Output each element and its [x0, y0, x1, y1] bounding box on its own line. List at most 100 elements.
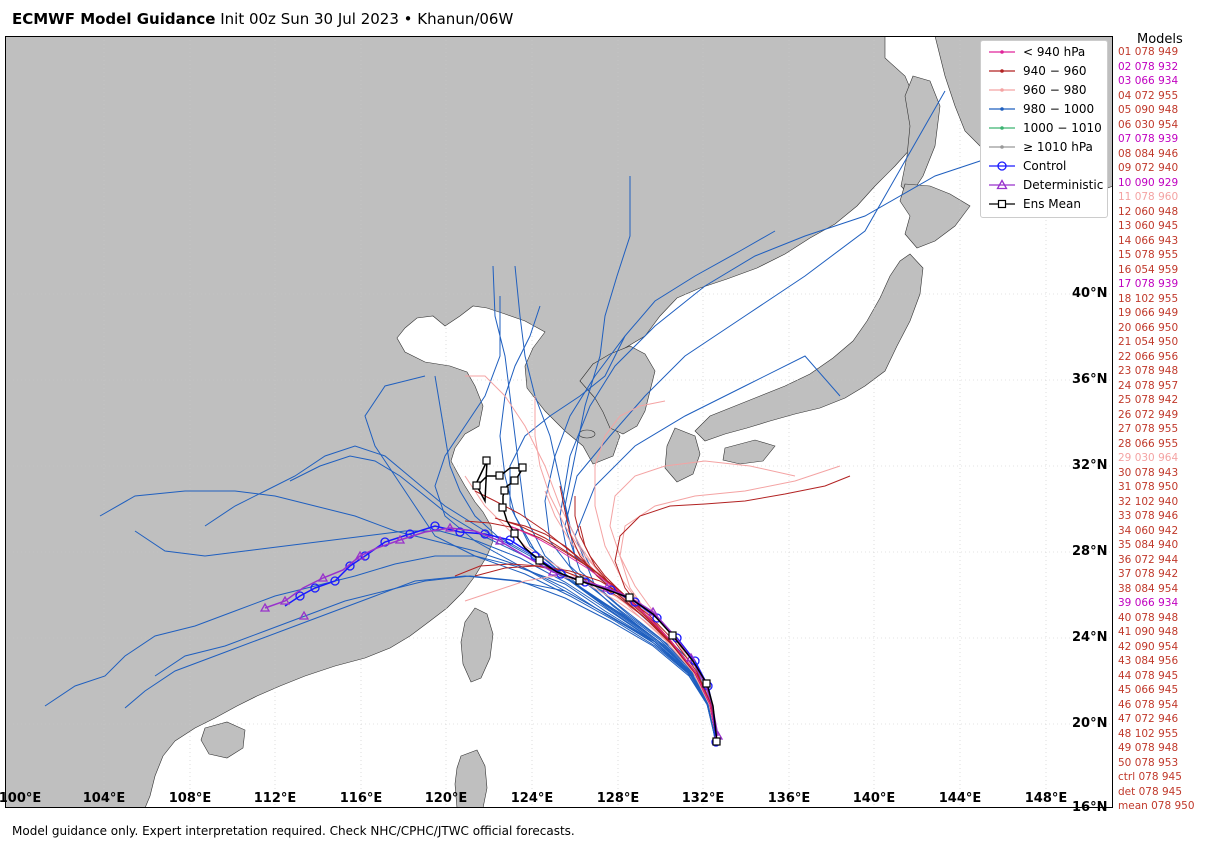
title-subtitle: Init 00z Sun 30 Jul 2023 • Khanun/06W — [220, 10, 514, 28]
land-hainan — [200, 721, 246, 759]
model-row: 03 066 934 — [1118, 75, 1179, 87]
model-row: 12 060 948 — [1118, 205, 1179, 218]
legend-swatch-1000-1010 — [989, 126, 1015, 130]
legend-swatch-deterministic — [989, 179, 1015, 190]
legend-label: < 940 hPa — [1023, 45, 1086, 59]
model-row: 37 078 942 — [1118, 568, 1179, 580]
land-honshu — [694, 253, 924, 442]
model-row: 06 030 954 — [1118, 118, 1179, 131]
legend-label: ≥ 1010 hPa — [1023, 140, 1093, 154]
lat-label: 20°N — [1072, 716, 1108, 731]
model-row: 04 072 955 — [1118, 89, 1179, 102]
model-row: 42 090 954 — [1118, 640, 1179, 653]
map-panel[interactable] — [5, 36, 1113, 808]
legend-swatch-lt940 — [989, 50, 1015, 54]
model-row: 10 090 929 — [1118, 176, 1179, 189]
model-row: 31 078 950 — [1118, 481, 1179, 493]
track-member — [134, 530, 717, 743]
lat-label: 32°N — [1072, 458, 1108, 473]
lon-label: 104°E — [82, 791, 126, 806]
title-bold: ECMWF Model Guidance — [12, 10, 216, 28]
ensemble-tracks — [44, 90, 1026, 745]
lon-label: 148°E — [1024, 791, 1068, 806]
lon-label: 132°E — [681, 791, 725, 806]
legend-item: 980 − 1000 — [989, 100, 1094, 118]
lat-label: 36°N — [1072, 372, 1108, 387]
land-kyushu — [664, 427, 701, 483]
model-row: 19 066 949 — [1118, 307, 1179, 319]
legend-item: 960 − 980 — [989, 81, 1087, 99]
model-row: 41 090 948 — [1118, 626, 1179, 638]
lon-label: 100°E — [0, 791, 42, 806]
model-row: 45 066 945 — [1118, 684, 1179, 696]
model-row: 14 066 943 — [1118, 234, 1179, 247]
model-row: ctrl 078 945 — [1118, 771, 1182, 783]
model-row: 22 066 956 — [1118, 350, 1179, 363]
model-row: 02 078 932 — [1118, 60, 1179, 73]
model-row: 24 078 957 — [1118, 379, 1179, 392]
track-member — [154, 575, 717, 743]
lat-label: 28°N — [1072, 544, 1108, 559]
model-row: 11 078 960 — [1118, 191, 1179, 203]
lat-label: 24°N — [1072, 630, 1108, 645]
map-canvas[interactable] — [5, 36, 1113, 808]
model-row: 40 078 948 — [1118, 611, 1179, 624]
model-row: 47 072 946 — [1118, 713, 1179, 725]
control-track — [284, 525, 717, 743]
model-row: det 078 945 — [1118, 785, 1182, 798]
model-row: 50 078 953 — [1118, 756, 1179, 769]
model-row: 08 084 946 — [1118, 147, 1179, 160]
model-row: 17 078 939 — [1118, 278, 1179, 290]
lat-label: 40°N — [1072, 286, 1108, 301]
model-row: 28 066 955 — [1118, 437, 1179, 450]
model-row: 05 090 948 — [1118, 104, 1179, 116]
land-shikoku — [722, 439, 776, 465]
model-row: 09 072 940 — [1118, 162, 1179, 174]
ens-mean-markers — [472, 456, 721, 746]
model-row: 39 066 934 — [1118, 597, 1179, 609]
model-row: 30 078 943 — [1118, 466, 1179, 479]
land-jeju — [578, 429, 596, 439]
track-member — [454, 563, 718, 743]
legend-label: 980 − 1000 — [1023, 102, 1095, 116]
model-row: 33 078 946 — [1118, 510, 1179, 522]
lon-label: 120°E — [424, 791, 468, 806]
track-member — [434, 375, 718, 743]
legend-item: 940 − 960 — [989, 62, 1087, 80]
model-row: 44 078 945 — [1118, 669, 1179, 682]
land-taiwan — [460, 607, 494, 683]
model-row: 26 072 949 — [1118, 408, 1179, 421]
land-hokkaido — [899, 183, 971, 249]
model-row: 20 066 950 — [1118, 321, 1179, 334]
model-row: 29 030 964 — [1118, 452, 1179, 464]
legend-label: 960 − 980 — [1023, 83, 1087, 97]
legend-swatch-980-1000 — [989, 107, 1015, 111]
lon-label: 136°E — [767, 791, 811, 806]
legend-label: Ens Mean — [1023, 197, 1081, 211]
legend-swatch-ens-mean — [989, 199, 1015, 209]
land-korea — [579, 345, 656, 435]
land-luzon — [454, 749, 488, 808]
legend-swatch-ge1010 — [989, 145, 1015, 149]
lon-label: 140°E — [852, 791, 896, 806]
model-row: 46 078 954 — [1118, 698, 1179, 711]
model-row: 23 078 948 — [1118, 365, 1179, 377]
footer-disclaimer: Model guidance only. Expert interpretati… — [12, 824, 575, 838]
model-row: 38 084 954 — [1118, 582, 1179, 595]
map-border — [5, 36, 1113, 808]
model-row: 49 078 948 — [1118, 742, 1179, 754]
chart-title: ECMWF Model Guidance Init 00z Sun 30 Jul… — [12, 10, 513, 28]
model-row: 32 102 940 — [1118, 495, 1179, 508]
model-row: 36 072 944 — [1118, 553, 1179, 566]
legend-label: Control — [1023, 159, 1067, 173]
lon-label: 128°E — [596, 791, 640, 806]
legend-label: 1000 − 1010 — [1023, 121, 1102, 135]
model-row: 25 078 942 — [1118, 394, 1179, 406]
lon-label: 124°E — [510, 791, 554, 806]
lon-label: 112°E — [253, 791, 297, 806]
model-row: 21 054 950 — [1118, 336, 1179, 348]
legend-label: 940 − 960 — [1023, 64, 1087, 78]
track-member — [434, 296, 717, 743]
legend-item: Control — [989, 157, 1066, 175]
legend-item: < 940 hPa — [989, 43, 1085, 61]
